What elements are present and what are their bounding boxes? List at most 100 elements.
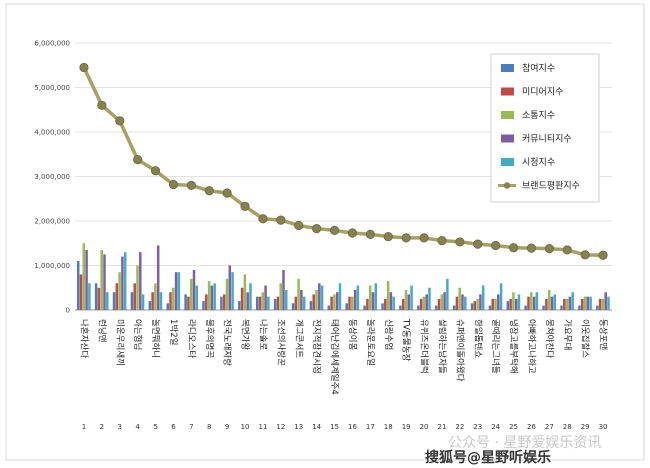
bar [491,298,494,310]
y-tick-label: 0 [66,307,70,315]
bar [550,296,554,310]
bar [300,289,303,310]
rank-label: 17 [366,423,375,431]
bar [481,285,485,310]
bar [294,296,298,310]
bar [527,296,530,310]
bar [231,272,234,310]
legend-label: 브랜드평판지수 [522,181,580,192]
rank-label: 23 [473,423,482,431]
bar [225,278,229,310]
bar [279,283,282,310]
category-label: 개그콘서트 [293,319,304,358]
legend-label: 참여지수 [522,62,555,74]
legend-label: 소통지수 [522,110,555,121]
y-tick-label: 2,000,000 [34,218,70,226]
bar [542,305,545,310]
bar [535,292,539,310]
line-point [562,245,572,255]
bar [443,292,446,310]
line-point [79,62,89,73]
bar [384,298,387,310]
bar [419,298,423,310]
bar [136,265,139,310]
bar [363,305,366,310]
line-point [294,220,304,231]
bar [267,296,270,310]
bar [85,249,88,310]
line-point [240,201,250,211]
bar [568,296,572,310]
rank-label: 21 [437,423,446,431]
rank-label: 28 [563,423,572,431]
bar [148,301,152,310]
rank-label: 20 [420,423,429,431]
bar [82,243,86,310]
bar [154,283,157,310]
bar [207,281,211,310]
bar [79,274,83,310]
rank-label: 26 [527,423,536,431]
bar [455,296,459,310]
line-point [455,237,465,247]
bar [159,292,163,310]
rank-label: 3 [118,423,122,431]
y-tick-label: 3,000,000 [34,173,70,181]
bar [470,303,474,310]
bar [410,285,413,310]
bar [452,305,456,310]
bar [238,301,241,310]
bar [276,296,280,310]
bar [488,305,492,310]
bar [560,305,563,310]
rank-label: 15 [330,423,339,431]
category-label: 유퀴즈온더블럭 [419,319,430,374]
bar [246,292,249,310]
bar-series [76,243,610,310]
bar [338,283,342,310]
bar [514,298,518,310]
bar [228,265,232,310]
bar [547,289,551,310]
bar [586,296,590,310]
rank-label: 4 [135,423,140,431]
bar [461,294,464,310]
category-label: 아는형님 [132,319,143,350]
bar [258,296,262,310]
bar [187,296,190,310]
rank-label: 27 [545,423,554,431]
bar [121,256,124,310]
bar [580,298,584,310]
category-label: 신랑수업 [383,319,394,350]
line-point [401,233,411,243]
watermark-top: 公众号 · 星野爱娱乐资讯 [448,435,601,451]
legend-swatch [501,64,514,72]
bar [115,283,119,310]
category-label: 1박2일 [168,319,179,345]
bar [497,294,500,310]
bar [532,296,536,310]
bar [399,305,402,310]
bar [151,292,154,310]
bar [213,283,216,310]
category-label: 동상포맨 [598,319,609,350]
bar [133,283,136,310]
rank-label: 2 [100,423,104,431]
line-point [150,166,161,176]
bar [273,298,277,310]
line-point [222,188,232,198]
line-point [168,179,179,190]
category-label: 조선의사랑꾼 [275,319,286,366]
bar [94,283,98,310]
rank-label: 6 [171,423,176,431]
bar [166,303,169,310]
bar [240,287,244,310]
bar [100,249,103,310]
category-label: 가요무대 [562,319,572,350]
rank-label: 18 [384,423,393,431]
rank-label: 14 [312,423,321,431]
bar [76,261,80,310]
line-point [258,214,268,224]
bar [479,294,482,310]
rank-label: 9 [225,423,229,431]
